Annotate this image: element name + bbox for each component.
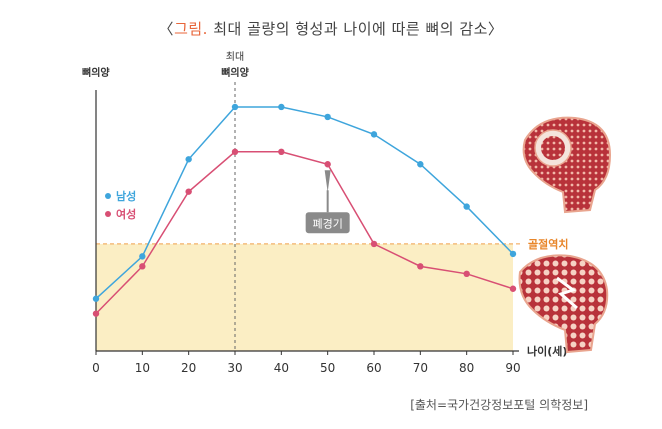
title-close-bracket: 〉 <box>487 20 504 38</box>
x-axis-label: 나이(세) <box>527 344 567 358</box>
x-tick-label: 70 <box>413 361 428 375</box>
data-point-male <box>324 113 331 121</box>
series-line-male <box>95 106 514 300</box>
x-tick-label: 10 <box>135 361 150 375</box>
legend-label-male: 남성 <box>116 189 136 203</box>
data-point-female <box>278 148 285 155</box>
data-point-female <box>231 148 239 155</box>
menopause-label: 폐경기 <box>312 217 342 230</box>
data-point-male <box>417 161 424 168</box>
legend-marker-male <box>105 193 111 199</box>
x-tick-label: 90 <box>505 361 520 375</box>
peak-label-line1: 최대 <box>226 51 244 63</box>
healthy-bone-core <box>541 136 565 160</box>
peak-label-line2: 뼈의양 <box>221 66 249 79</box>
data-point-female <box>417 263 424 270</box>
data-point-male <box>370 131 378 138</box>
chart-title: 〈그림. 최대 골량의 형성과 나이에 따른 뼈의 감소〉 <box>0 18 662 39</box>
data-point-male <box>231 103 239 111</box>
data-point-female <box>324 161 331 168</box>
x-tick-label: 80 <box>459 361 474 375</box>
data-point-male <box>92 295 100 302</box>
series-line-female <box>95 151 514 315</box>
title-text: 최대 골량의 형성과 나이에 따른 뼈의 감소 <box>207 20 488 38</box>
data-point-male <box>185 156 192 163</box>
x-tick-label: 50 <box>320 361 335 375</box>
data-point-female <box>370 240 378 248</box>
data-point-female <box>185 188 192 195</box>
y-axis-label: 뼈의양 <box>82 66 110 79</box>
osteoporotic-bone-shape <box>518 254 609 354</box>
x-tick-label: 40 <box>274 361 289 375</box>
osteoporotic-bone-icon <box>518 254 609 354</box>
fracture-crack <box>556 276 578 310</box>
data-point-female <box>92 310 100 317</box>
healthy-bone-icon <box>522 116 612 214</box>
data-point-male <box>509 250 517 258</box>
data-point-male <box>139 253 146 260</box>
title-open-bracket: 〈 <box>158 20 175 38</box>
x-tick-label: 30 <box>227 361 242 375</box>
data-point-female <box>509 285 517 292</box>
x-tick-label: 60 <box>366 361 381 375</box>
healthy-bone-shape <box>522 116 612 214</box>
data-point-male <box>278 103 285 111</box>
x-tick-label: 0 <box>92 361 100 375</box>
data-point-male <box>463 203 470 210</box>
legend-label-female: 여성 <box>116 207 136 221</box>
menopause-pointer <box>324 170 331 193</box>
source-citation: [출처=국가건강정보포털 의학정보] <box>410 398 588 412</box>
threshold-label: 골절역치 <box>528 237 568 251</box>
data-point-female <box>139 263 146 270</box>
x-tick-label: 20 <box>181 361 196 375</box>
legend-marker-female <box>105 211 111 217</box>
title-accent: 그림. <box>174 20 208 38</box>
menopause-callout-box <box>305 212 350 234</box>
threshold-zone <box>96 243 513 351</box>
data-point-female <box>463 270 470 278</box>
